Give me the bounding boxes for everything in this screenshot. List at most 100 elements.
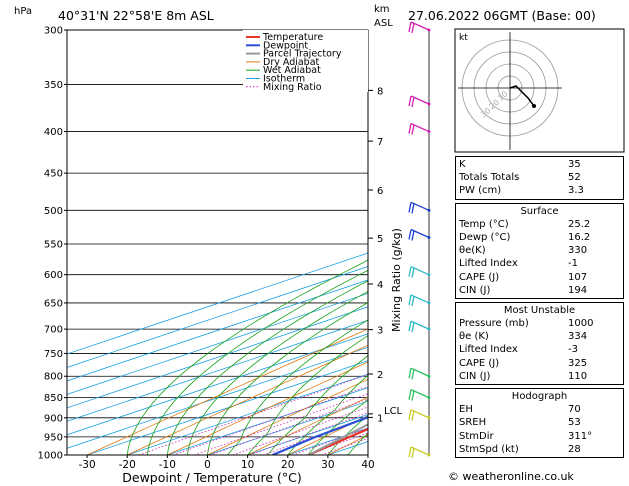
wind-barb-flag bbox=[411, 295, 415, 307]
box-surface-title: Surface bbox=[520, 205, 559, 217]
wind-barb-flag bbox=[408, 294, 412, 306]
temperature-tick-label: -30 bbox=[78, 459, 95, 471]
dry-adiabat-line bbox=[167, 361, 368, 455]
wind-barb bbox=[408, 367, 431, 380]
stat-row: K 35 bbox=[459, 158, 620, 171]
legend-background bbox=[243, 30, 368, 92]
stat-value: -3 bbox=[568, 344, 578, 356]
wind-barb-flag bbox=[408, 123, 412, 134]
stat-name: Lifted Index bbox=[459, 258, 518, 270]
temperature-tick-label: 10 bbox=[241, 459, 254, 471]
wind-barb-dot bbox=[427, 453, 431, 457]
wind-barb-flag bbox=[411, 22, 415, 34]
stat-row: EH 70 bbox=[459, 403, 620, 416]
stat-value: 3.3 bbox=[568, 185, 584, 197]
dry-adiabat-line bbox=[86, 328, 368, 455]
wind-barb bbox=[408, 228, 431, 241]
box-mu-title: Most Unstable bbox=[503, 304, 576, 316]
pressure-tick-label: 300 bbox=[44, 26, 63, 37]
stat-value: 70 bbox=[568, 404, 581, 416]
stat-row: CAPE (J) 325 bbox=[459, 357, 620, 370]
isotherm-line bbox=[67, 346, 368, 449]
wind-barb-dot bbox=[427, 28, 431, 32]
most-unstable-box: Most Unstable Pressure (mb) 1000 θe (K) 334 L… bbox=[455, 301, 624, 386]
isotherm-line bbox=[67, 292, 368, 395]
isotherm-line bbox=[67, 306, 368, 409]
pressure-tick-label: 800 bbox=[44, 372, 63, 383]
wind-barb-dot bbox=[427, 102, 431, 106]
temperature-tick-label: 0 bbox=[204, 459, 211, 471]
stat-value: -1 bbox=[568, 258, 578, 270]
wind-barb bbox=[408, 389, 431, 401]
plot-frame bbox=[66, 29, 369, 456]
wet-adiabat-line bbox=[227, 319, 368, 455]
wind-barb-flag bbox=[408, 21, 412, 33]
wind-barb-dot bbox=[427, 327, 431, 331]
stat-value: 330 bbox=[568, 245, 588, 257]
wet-adiabat-line bbox=[187, 291, 368, 455]
legend-entry: Parcel Trajectory bbox=[263, 49, 342, 60]
wind-barb-flag bbox=[411, 390, 415, 401]
copyright-footer: © weatheronline.co.uk bbox=[448, 470, 574, 483]
stat-row: PW (cm) 3.3 bbox=[459, 184, 620, 197]
wind-barb-dot bbox=[427, 273, 431, 277]
wind-barb-flag bbox=[411, 203, 415, 214]
stat-row: Lifted Index -1 bbox=[459, 257, 620, 270]
stat-value: 16.2 bbox=[568, 231, 591, 243]
x-axis-label: Dewpoint / Temperature (°C) bbox=[122, 470, 301, 485]
km-tick-label: 4 bbox=[377, 280, 383, 291]
hodograph-stats-box: Hodograph EH 70 SREH 53 StmDir 311° StmSpd (kt)… bbox=[455, 388, 624, 458]
km-tick-label: 6 bbox=[377, 186, 383, 197]
pressure-tick-label: 950 bbox=[44, 432, 63, 443]
stat-value: 194 bbox=[568, 284, 588, 296]
surface-box: Surface Temp (°C) 25.2 Dewp (°C) 16.2 θe(K) 33… bbox=[455, 202, 624, 299]
stat-row: StmSpd (kt) 28 bbox=[459, 443, 620, 456]
stat-value: 1000 bbox=[568, 318, 594, 330]
stat-value: 107 bbox=[568, 271, 588, 283]
isotherm-line bbox=[67, 319, 368, 422]
stat-value: 334 bbox=[568, 331, 588, 343]
legend-entry: Wet Adiabat bbox=[263, 65, 321, 76]
stat-value: 325 bbox=[568, 357, 588, 369]
wind-barb-flag bbox=[408, 95, 412, 107]
wind-barb-flag bbox=[408, 229, 412, 240]
wind-barb-flag bbox=[411, 230, 415, 241]
stat-name: θe (K) bbox=[459, 331, 489, 343]
pressure-tick-label: 1000 bbox=[38, 451, 63, 462]
wind-barb-flag bbox=[411, 124, 415, 135]
stat-row: Totals Totals 52 bbox=[459, 171, 620, 184]
wind-barb-flag bbox=[411, 410, 415, 421]
isotherm-line bbox=[86, 360, 368, 455]
wind-barb-flag bbox=[411, 321, 415, 333]
stat-name: θe(K) bbox=[459, 245, 486, 257]
km-tick-label: 2 bbox=[377, 370, 383, 381]
stat-name: CAPE (J) bbox=[459, 357, 500, 369]
temperature-tick-label: 30 bbox=[321, 459, 334, 471]
km-label: km bbox=[374, 4, 390, 15]
stat-row: StmDir 311° bbox=[459, 430, 620, 443]
datetime-text: 27.06.2022 06GMT (Base: 00) bbox=[408, 8, 596, 23]
wet-adiabat-line bbox=[267, 355, 368, 455]
stat-row: CAPE (J) 107 bbox=[459, 271, 620, 284]
temperature-tick-label: -20 bbox=[119, 459, 136, 471]
wet-adiabat-line bbox=[307, 398, 368, 455]
hpa-label: hPa bbox=[14, 6, 32, 17]
wind-barb bbox=[408, 266, 431, 278]
stat-name: EH bbox=[459, 404, 473, 416]
stat-row: CIN (J) 110 bbox=[459, 370, 620, 383]
stat-value: 28 bbox=[568, 443, 581, 455]
wind-barb bbox=[408, 320, 431, 333]
wind-barb bbox=[408, 21, 431, 34]
stat-value: 53 bbox=[568, 417, 581, 429]
stat-name: CAPE (J) bbox=[459, 271, 500, 283]
stat-value: 311° bbox=[568, 430, 593, 442]
stat-row: CIN (J) 194 bbox=[459, 284, 620, 297]
stat-name: CIN (J) bbox=[459, 370, 491, 382]
pressure-tick-label: 650 bbox=[44, 298, 63, 309]
stat-row: θe (K) 334 bbox=[459, 330, 620, 343]
stat-row: SREH 53 bbox=[459, 416, 620, 429]
hodograph-storm-motion bbox=[532, 104, 536, 108]
stat-row: θe(K) 330 bbox=[459, 244, 620, 257]
